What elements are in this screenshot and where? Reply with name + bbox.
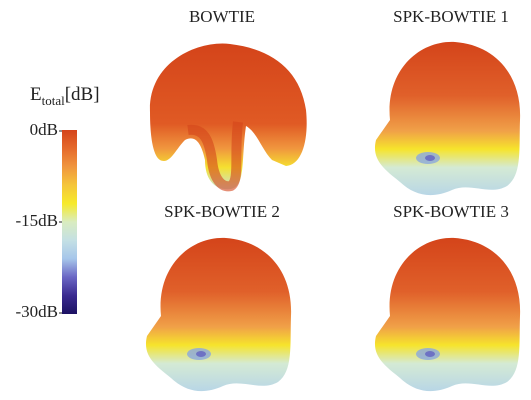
spk-bowtie-1-pattern bbox=[375, 42, 520, 195]
panel-title: SPK-BOWTIE 1 bbox=[393, 7, 509, 26]
spk-bowtie-3-pattern bbox=[375, 238, 520, 391]
spk-bowtie-2-pattern bbox=[146, 238, 291, 391]
panel-title: BOWTIE bbox=[189, 7, 255, 26]
colorbar bbox=[62, 130, 77, 314]
colorbar-title-main: E bbox=[30, 84, 42, 105]
colorbar-title: Etotal[dB] bbox=[30, 84, 100, 108]
colorbar-title-sub: total bbox=[42, 93, 65, 108]
colorbar-title-unit: [dB] bbox=[65, 84, 100, 105]
panel-title: SPK-BOWTIE 2 bbox=[164, 202, 280, 221]
tick-label: -30dB bbox=[16, 302, 59, 321]
figure: BOWTIE SPK-BOWTIE 1 SPK-BOWTIE 2 SPK-BOW… bbox=[0, 0, 531, 400]
bowtie-pattern bbox=[150, 44, 307, 190]
tick-label: 0dB bbox=[30, 120, 58, 139]
page: {"colorbar": {"title": "E", "title_sub":… bbox=[0, 0, 531, 400]
tick-label: -15dB bbox=[16, 211, 59, 230]
panel-title: SPK-BOWTIE 3 bbox=[393, 202, 509, 221]
